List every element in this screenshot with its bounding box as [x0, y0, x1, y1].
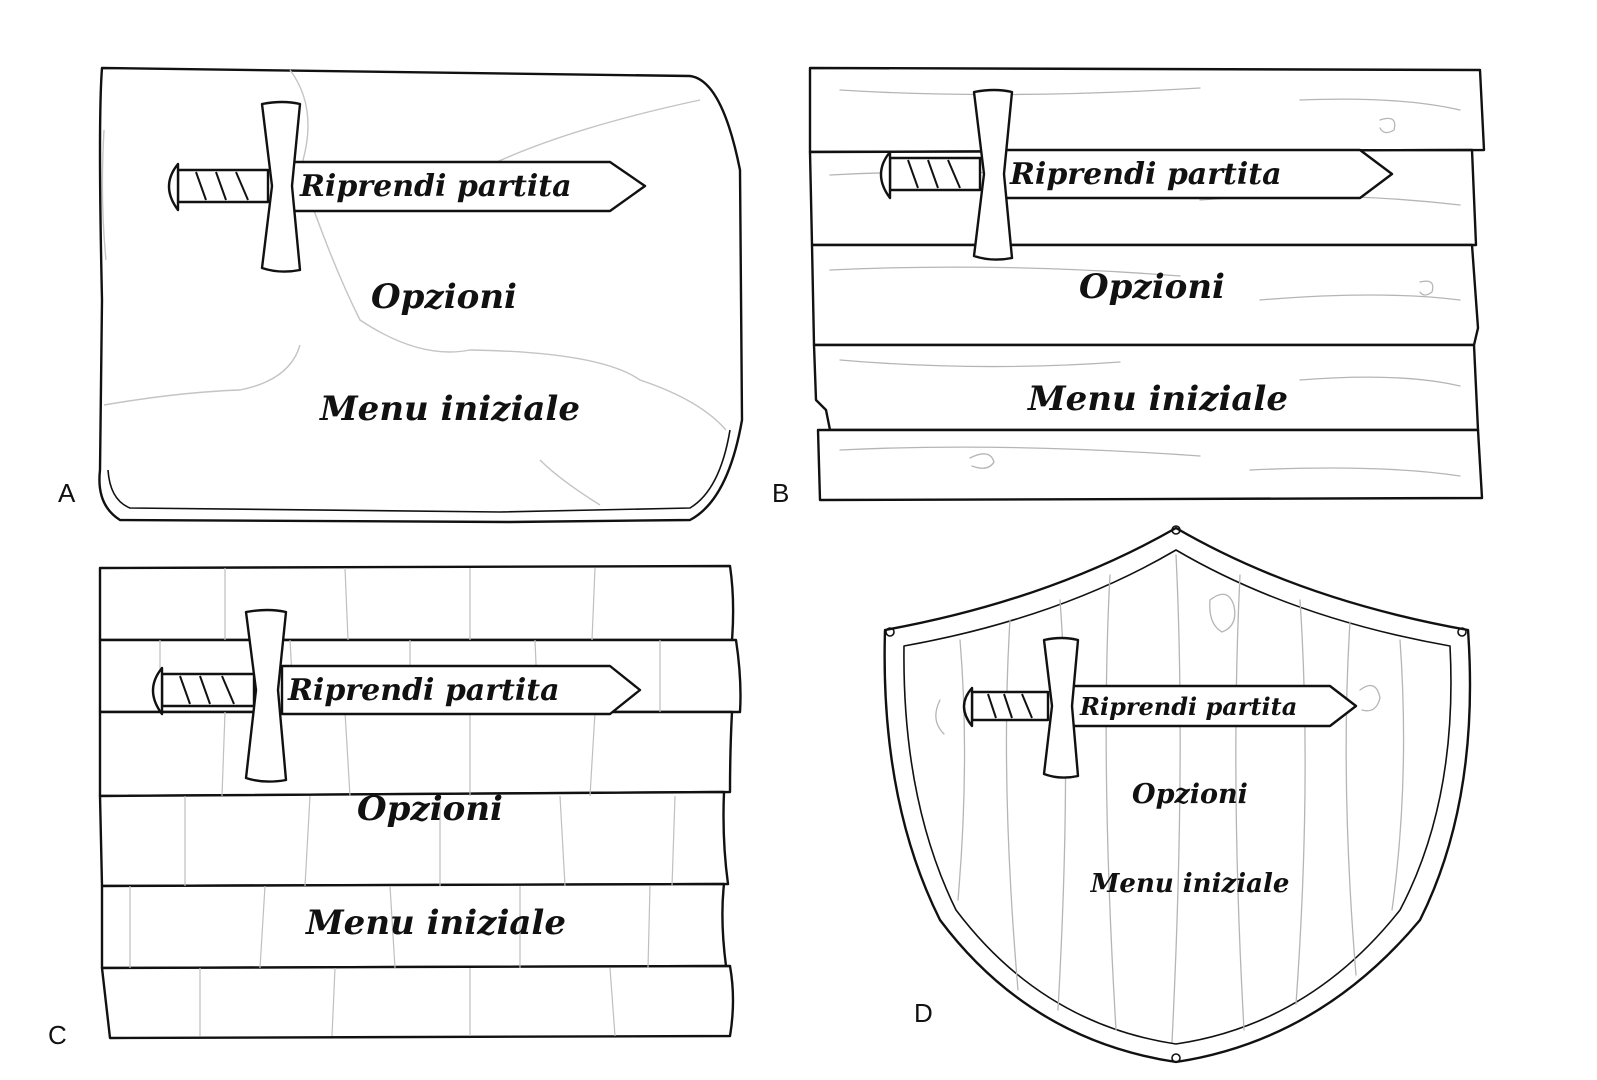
sword-icon: [962, 636, 1358, 779]
sword-icon: [167, 100, 647, 273]
panel-d-wooden-shield: Riprendi partita Opzioni Menu iniziale D: [883, 525, 1472, 1064]
sword-icon: [151, 608, 642, 783]
menu-item-options[interactable]: Opzioni: [357, 789, 503, 829]
sword-icon: [879, 88, 1394, 261]
panel-label: C: [48, 1020, 67, 1050]
menu-item-resume[interactable]: Riprendi partita: [1079, 692, 1297, 721]
menu-item-main-menu[interactable]: Menu iniziale: [1027, 379, 1288, 419]
panel-c-brick-wall: Riprendi partita Opzioni Menu iniziale C: [48, 564, 742, 1050]
panel-a-stone: Riprendi partita Opzioni Menu iniziale A: [58, 66, 744, 524]
menu-item-options[interactable]: Opzioni: [1132, 779, 1248, 810]
panel-label: D: [914, 998, 933, 1028]
menu-item-resume[interactable]: Riprendi partita: [1009, 157, 1282, 192]
menu-item-resume[interactable]: Riprendi partita: [299, 169, 572, 204]
menu-item-main-menu[interactable]: Menu iniziale: [319, 389, 580, 429]
panel-label: B: [772, 478, 789, 508]
menu-item-options[interactable]: Opzioni: [1079, 267, 1225, 307]
menu-item-main-menu[interactable]: Menu iniziale: [305, 903, 566, 943]
panel-label: A: [58, 478, 76, 508]
menu-item-main-menu[interactable]: Menu iniziale: [1090, 869, 1290, 899]
panel-b-wood-planks: Riprendi partita Opzioni Menu iniziale B: [772, 66, 1486, 508]
menu-item-options[interactable]: Opzioni: [371, 277, 517, 317]
menu-item-resume[interactable]: Riprendi partita: [287, 673, 560, 708]
